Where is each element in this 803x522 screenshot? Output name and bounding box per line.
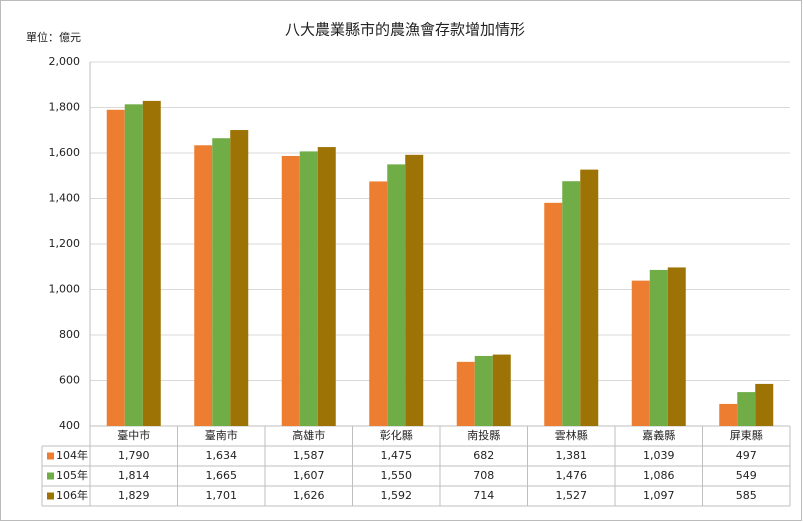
table-value: 1,790	[118, 449, 150, 462]
bar	[124, 104, 143, 426]
table-value: 585	[736, 489, 757, 502]
legend-swatch	[47, 492, 54, 500]
table-value: 708	[473, 469, 494, 482]
y-tick-label: 1,200	[49, 237, 81, 250]
chart-title: 八大農業縣市的農漁會存款增加情形	[285, 21, 525, 39]
y-tick-label: 1,400	[49, 192, 81, 205]
bar	[281, 155, 300, 426]
unit-label: 單位：億元	[26, 30, 81, 44]
category-label: 南投縣	[467, 428, 500, 442]
category-label: 屏東縣	[730, 429, 763, 442]
category-label: 彰化縣	[380, 428, 413, 442]
bar	[474, 355, 493, 426]
table-value: 1,587	[293, 449, 325, 462]
y-tick-label: 800	[59, 328, 80, 341]
legend-label: 106年	[56, 488, 88, 502]
bar	[106, 109, 125, 427]
table-value: 1,665	[206, 469, 238, 482]
table-value: 1,475	[381, 449, 413, 462]
bar	[387, 164, 406, 426]
y-tick-label: 1,800	[49, 101, 81, 114]
y-tick-label: 1,600	[49, 146, 81, 159]
table-value: 1,607	[293, 469, 325, 482]
bar	[544, 202, 563, 426]
bar	[405, 154, 424, 426]
table-value: 497	[736, 449, 757, 462]
bar	[299, 151, 318, 426]
bar	[230, 130, 249, 426]
bar	[649, 269, 668, 426]
bar	[755, 383, 774, 426]
category-label: 高雄市	[292, 428, 325, 442]
table-value: 1,634	[206, 449, 238, 462]
bar	[369, 181, 388, 426]
category-label: 嘉義縣	[642, 428, 675, 442]
table-value: 1,550	[381, 469, 413, 482]
legend-swatch	[47, 472, 54, 480]
table-value: 1,527	[556, 489, 588, 502]
table-value: 1,814	[118, 469, 150, 482]
legend-swatch	[47, 452, 54, 460]
bar	[562, 181, 581, 426]
y-tick-label: 600	[59, 374, 80, 387]
category-label: 雲林縣	[555, 428, 588, 442]
bar	[212, 138, 231, 426]
table-value: 682	[473, 449, 494, 462]
table-value: 1,829	[118, 489, 150, 502]
table-value: 1,592	[381, 489, 413, 502]
legend-label: 105年	[56, 468, 88, 482]
table-value: 1,086	[643, 469, 675, 482]
table-value: 1,097	[643, 489, 675, 502]
table-value: 714	[473, 489, 494, 502]
bar	[580, 169, 599, 427]
bar	[667, 267, 686, 426]
category-label: 臺中市	[117, 428, 150, 442]
bar	[142, 100, 161, 426]
bar	[719, 403, 738, 426]
bar	[456, 361, 475, 426]
category-label: 臺南市	[205, 428, 238, 442]
table-value: 1,476	[556, 469, 588, 482]
table-value: 1,626	[293, 489, 325, 502]
bar	[194, 145, 213, 426]
y-tick-label: 2,000	[49, 55, 81, 68]
legend-label: 104年	[56, 448, 88, 462]
y-tick-label: 400	[59, 419, 80, 432]
table-value: 1,039	[643, 449, 675, 462]
bar	[492, 354, 511, 426]
y-tick-label: 1,000	[49, 283, 81, 296]
table-value: 1,701	[206, 489, 238, 502]
bar	[737, 392, 756, 426]
table-value: 549	[736, 469, 757, 482]
table-value: 1,381	[556, 449, 588, 462]
bar	[317, 147, 336, 426]
bar	[631, 280, 650, 426]
